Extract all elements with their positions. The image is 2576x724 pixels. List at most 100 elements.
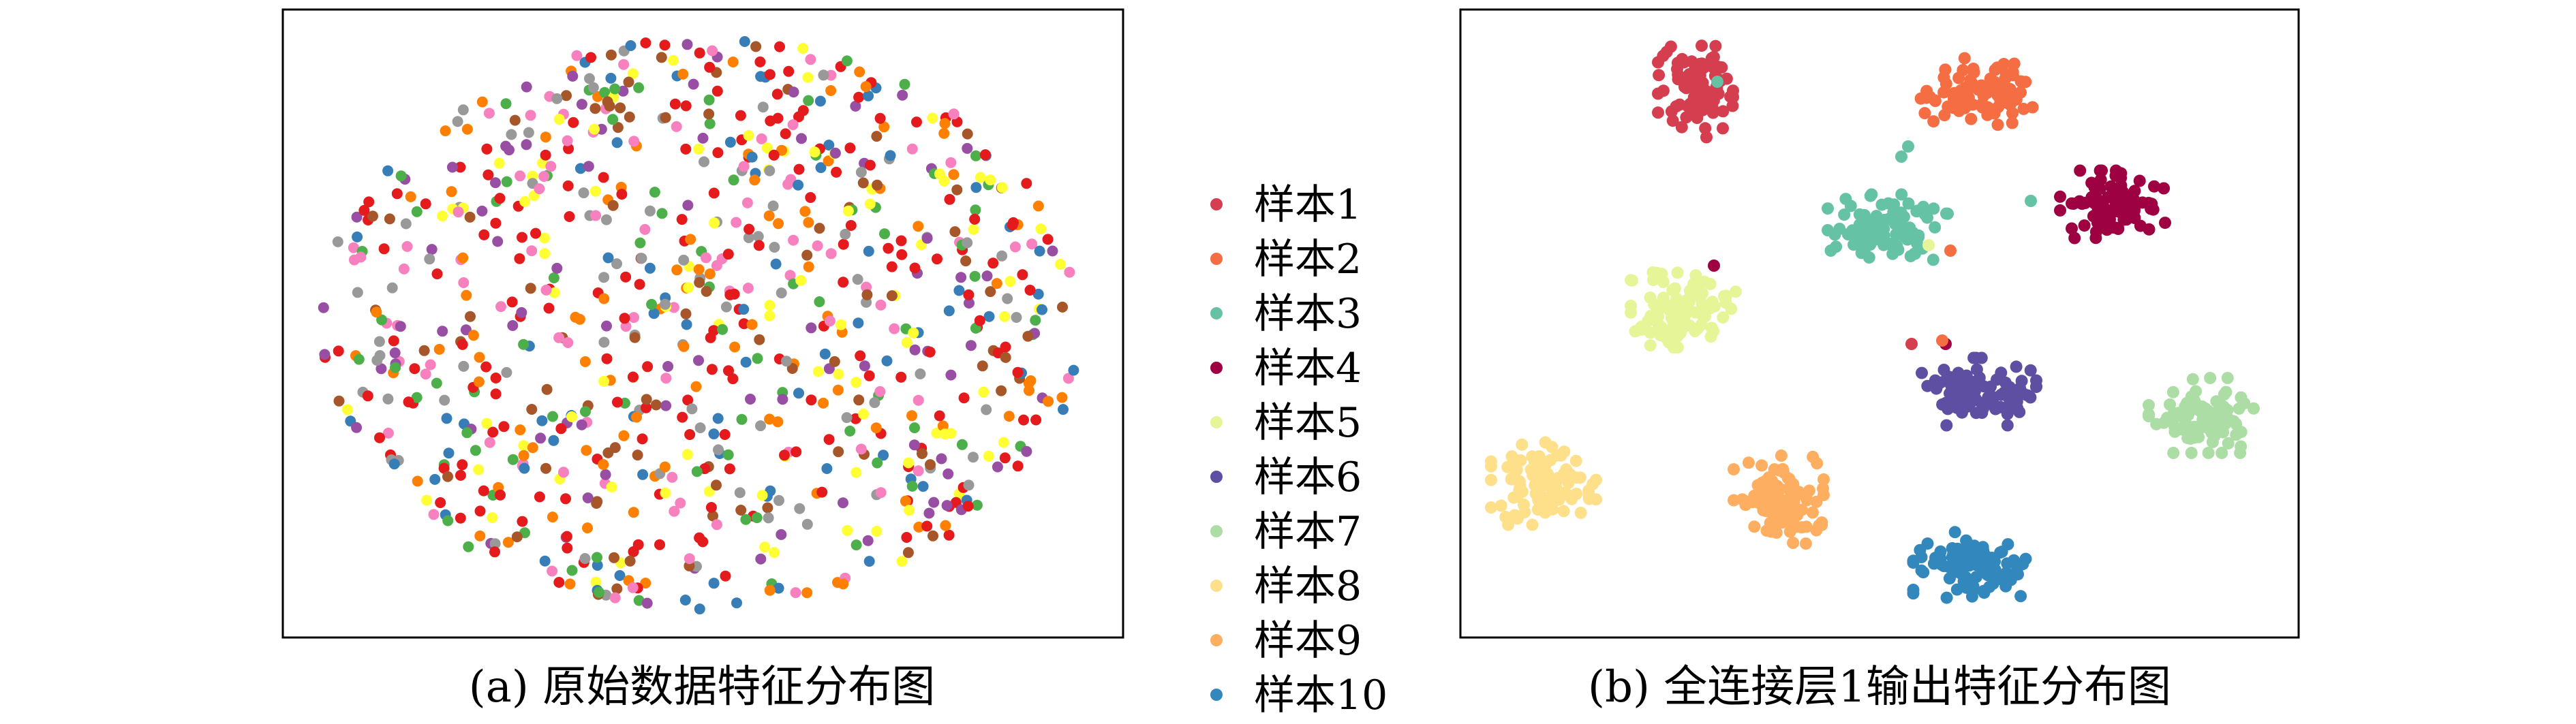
- scatter-point-a: [429, 473, 441, 485]
- scatter-point-a: [458, 360, 470, 372]
- scatter-point-a: [863, 90, 874, 101]
- scatter-point-b-3: [1822, 202, 1834, 215]
- scatter-point-a: [590, 576, 602, 588]
- scatter-point-b-8: [1534, 471, 1547, 484]
- scatter-point-a: [1005, 276, 1016, 287]
- scatter-point-b-1: [1652, 106, 1664, 119]
- scatter-point-b-5: [1679, 318, 1692, 331]
- scatter-point-b-3: [1851, 227, 1864, 240]
- scatter-point-a: [909, 262, 921, 274]
- panel-a-caption: (a) 原始数据特征分布图: [469, 662, 935, 712]
- scatter-point-a: [974, 315, 985, 326]
- scatter-point-a: [506, 296, 518, 308]
- scatter-point-a: [605, 72, 617, 84]
- scatter-point-a: [521, 139, 532, 151]
- scatter-point-a: [494, 193, 506, 204]
- scatter-point-b-3: [1927, 202, 1940, 215]
- scatter-point-a: [525, 110, 536, 121]
- scatter-point-a: [983, 311, 995, 322]
- scatter-point-a: [504, 144, 515, 156]
- scatter-point-a: [641, 402, 651, 413]
- scatter-point-a: [720, 301, 732, 313]
- scatter-point-a: [743, 232, 754, 243]
- scatter-point-a: [602, 252, 614, 264]
- scatter-point-a: [764, 300, 776, 311]
- scatter-point-a: [465, 311, 476, 322]
- scatter-point-a: [738, 161, 750, 172]
- scatter-point-b-7: [2143, 398, 2155, 411]
- scatter-point-a: [507, 454, 519, 465]
- scatter-point-b-2: [2019, 76, 2032, 89]
- scatter-point-b-2: [1918, 107, 1931, 120]
- scatter-point-a: [853, 91, 865, 103]
- scatter-point-a: [601, 353, 613, 364]
- scatter-point-a: [1034, 245, 1045, 257]
- scatter-point-a: [870, 422, 882, 434]
- scatter-point-b-5: [1725, 302, 1738, 315]
- scatter-point-a: [936, 453, 947, 465]
- scatter-point-a: [969, 213, 981, 225]
- scatter-point-a: [637, 433, 648, 445]
- scatter-point-b-10: [1983, 580, 1996, 593]
- scatter-point-a: [731, 217, 742, 228]
- scatter-point-b-2: [1965, 112, 1978, 125]
- scatter-point-b-10: [1921, 537, 1934, 550]
- scatter-point-a: [678, 341, 690, 352]
- scatter-point-a: [765, 485, 776, 497]
- scatter-point-a: [634, 279, 645, 290]
- scatter-point-a: [614, 570, 626, 581]
- scatter-point-a: [759, 541, 771, 553]
- scatter-point-b-4: [2094, 173, 2107, 186]
- scatter-point-b-7: [2164, 398, 2176, 411]
- scatter-point-a: [412, 475, 423, 487]
- scatter-point-a: [409, 363, 420, 375]
- scatter-point-a: [634, 237, 646, 249]
- scatter-point-b-stray: [1905, 338, 1918, 350]
- scatter-point-a: [1024, 385, 1034, 396]
- scatter-point-b-3: [1895, 206, 1907, 219]
- scatter-point-a: [841, 412, 853, 424]
- scatter-point-a: [842, 524, 853, 536]
- scatter-point-a: [774, 41, 785, 52]
- scatter-point-b-10: [1942, 561, 1955, 573]
- scatter-point-b-stray: [1895, 151, 1907, 163]
- scatter-point-a: [788, 234, 799, 246]
- scatter-point-a: [470, 445, 481, 456]
- scatter-point-a: [963, 289, 975, 300]
- legend-label-1: 样本1: [1254, 181, 1362, 229]
- scatter-point-b-6: [2010, 360, 2023, 373]
- scatter-point-b-10: [2001, 557, 2014, 570]
- scatter-point-b-2: [1937, 86, 1950, 99]
- scatter-point-a: [609, 552, 619, 563]
- scatter-point-b-1: [1699, 122, 1712, 135]
- scatter-point-b-9: [1736, 493, 1749, 506]
- scatter-point-a: [660, 400, 672, 411]
- scatter-point-a: [579, 553, 591, 564]
- scatter-point-a: [589, 123, 600, 135]
- legend-label-7: 样本7: [1254, 508, 1362, 556]
- scatter-point-a: [872, 457, 883, 469]
- scatter-point-a: [561, 90, 572, 101]
- scatter-point-a: [390, 362, 401, 373]
- scatter-point-a: [743, 223, 755, 235]
- scatter-point-a: [525, 283, 536, 294]
- scatter-point-a: [490, 217, 502, 229]
- scatter-point-a: [1000, 341, 1011, 353]
- scatter-point-a: [536, 415, 548, 426]
- scatter-point-a: [885, 150, 896, 161]
- scatter-point-a: [908, 439, 920, 451]
- scatter-point-a: [739, 36, 750, 47]
- scatter-point-a: [457, 104, 469, 116]
- scatter-point-a: [639, 223, 651, 235]
- scatter-point-a: [623, 76, 634, 88]
- scatter-point-a: [708, 428, 720, 440]
- scatter-point-a: [833, 446, 844, 458]
- scatter-point-b-10: [1976, 565, 1989, 577]
- scatter-point-a: [996, 182, 1008, 193]
- scatter-point-a: [871, 131, 883, 142]
- scatter-point-a: [463, 541, 474, 552]
- scatter-point-a: [611, 583, 623, 595]
- scatter-point-a: [1026, 238, 1038, 250]
- scatter-point-b-5: [1671, 266, 1684, 279]
- scatter-point-a: [863, 370, 875, 381]
